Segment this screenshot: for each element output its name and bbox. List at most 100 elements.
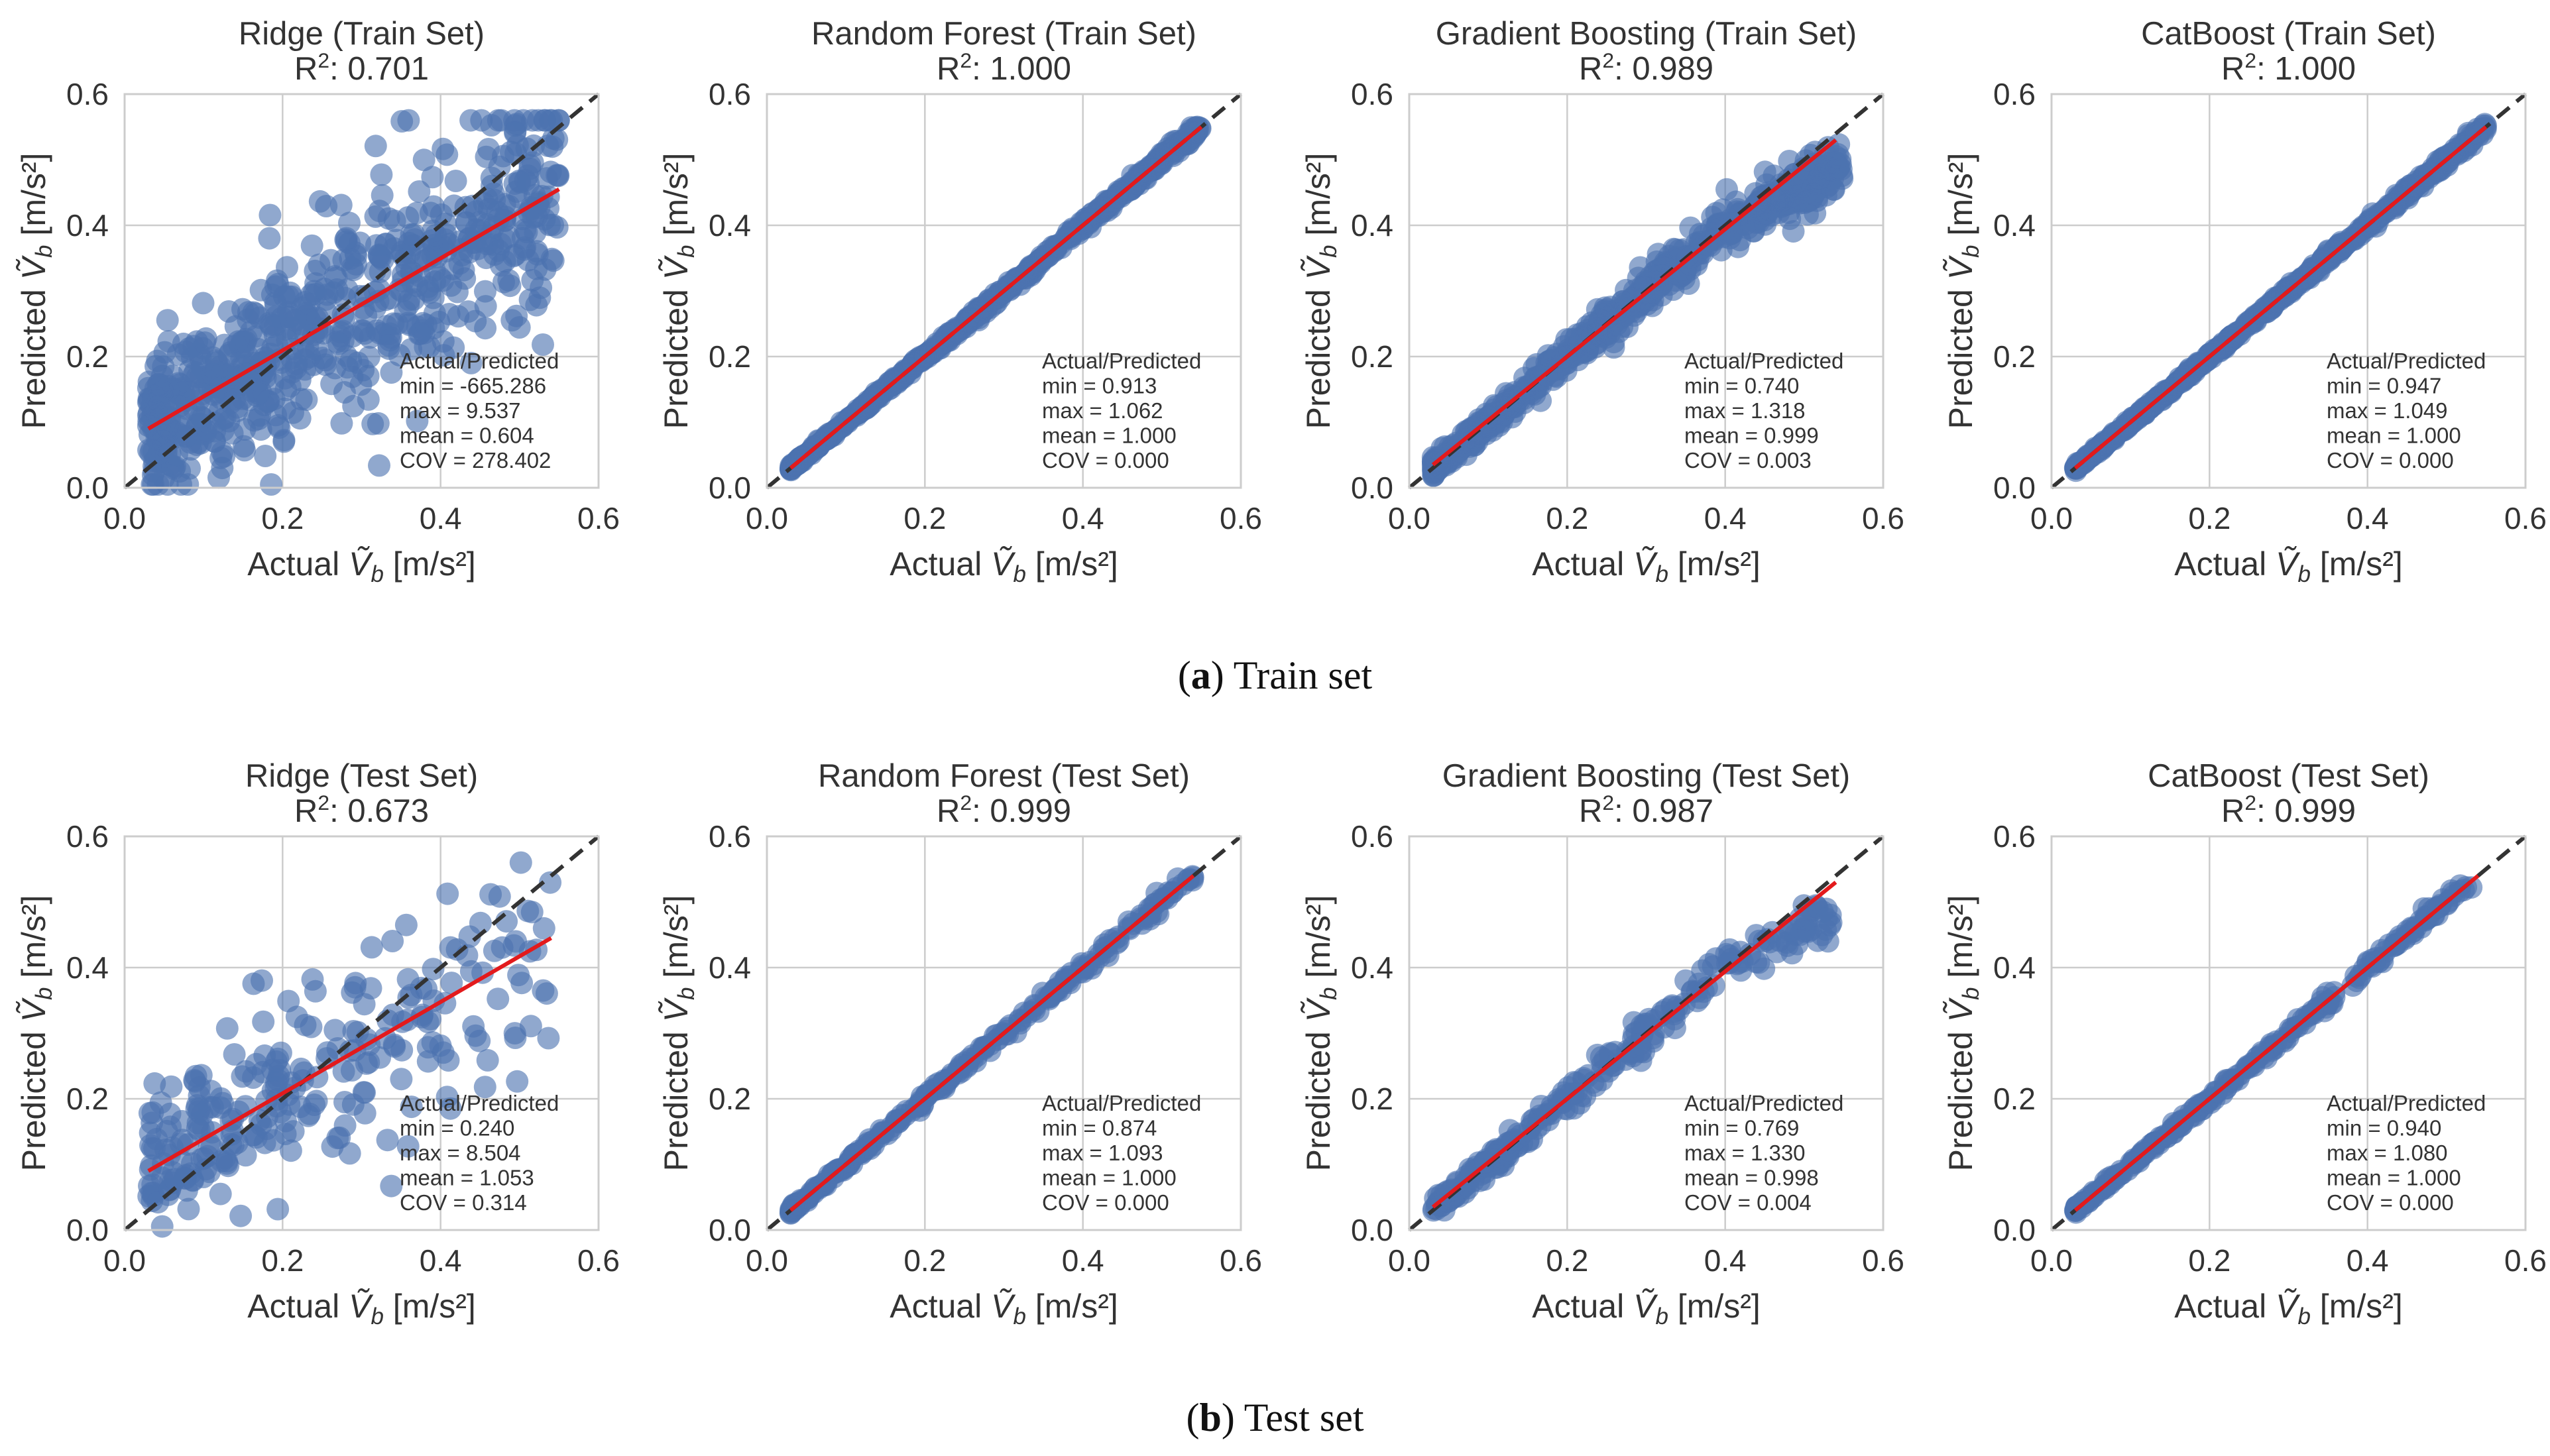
chart-subtitle: R2: 0.673 [294, 791, 429, 829]
data-point [459, 351, 483, 374]
data-point [327, 332, 350, 355]
data-point [369, 245, 392, 268]
x-tick-label: 0.4 [1704, 1243, 1747, 1278]
data-point [405, 201, 428, 225]
data-point [1817, 156, 1840, 180]
data-point [288, 407, 312, 430]
data-point [1698, 953, 1721, 976]
chart-subtitle: R2: 0.999 [937, 791, 1071, 829]
data-point [1529, 389, 1552, 412]
x-tick-label: 0.0 [103, 501, 146, 535]
y-axis-label: Predicted Ṽb [m/s²] [1300, 895, 1342, 1172]
data-point [1715, 178, 1738, 201]
data-point [499, 140, 522, 164]
data-point [370, 163, 393, 186]
data-point [323, 1019, 347, 1042]
stats-line: COV = 278.402 [400, 448, 551, 473]
x-axis-label: Actual Ṽb [m/s²] [247, 1288, 476, 1329]
data-point [215, 1017, 239, 1040]
x-tick-label: 0.6 [1220, 1243, 1262, 1278]
x-tick-label: 0.6 [577, 1243, 620, 1278]
y-tick-label: 0.6 [1993, 819, 2036, 854]
data-point [217, 300, 241, 323]
x-axis-label: Actual Ṽb [m/s²] [1532, 1288, 1761, 1329]
chart-title: CatBoost (Train Set) [2141, 16, 2436, 52]
x-tick-label: 0.2 [2188, 501, 2231, 535]
stats-line: COV = 0.000 [2327, 448, 2454, 473]
data-point [521, 268, 544, 292]
y-axis-label: Predicted Ṽb [m/s²] [1942, 153, 1984, 429]
x-tick-label: 0.2 [1546, 501, 1588, 535]
data-point [353, 1081, 376, 1104]
x-axis-label: Actual Ṽb [m/s²] [890, 1288, 1118, 1329]
stats-line: COV = 0.000 [2327, 1190, 2454, 1215]
data-point [503, 1022, 526, 1045]
x-axis-label: Actual Ṽb [m/s²] [1532, 545, 1761, 587]
data-point [408, 322, 432, 345]
stats-line: mean = 1.053 [400, 1166, 534, 1190]
y-tick-label: 0.2 [66, 1082, 109, 1116]
chart-title: Random Forest (Test Set) [818, 758, 1190, 794]
stats-line: min = 0.740 [1684, 374, 1799, 398]
caption-test-set: (b) Test set [1186, 1396, 1364, 1439]
data-point [143, 1072, 166, 1095]
chart-title: Random Forest (Train Set) [811, 16, 1196, 52]
data-point [333, 1091, 356, 1113]
data-point [165, 443, 188, 467]
data-point [491, 936, 514, 959]
data-point [137, 439, 160, 462]
y-tick-label: 0.6 [1351, 819, 1393, 854]
y-axis-label: Predicted Ṽb [m/s²] [658, 153, 699, 429]
x-tick-label: 0.0 [746, 501, 788, 535]
caption-letter-b: b [1199, 1396, 1222, 1439]
x-tick-label: 0.0 [2030, 501, 2073, 535]
chart-panel-7: 0.00.0 0.2 0.2 0.4 0.4 0.6 0.6 Actual/Predicted… [1300, 758, 1904, 1329]
data-point [247, 337, 270, 361]
data-point [252, 1010, 275, 1033]
y-tick-label: 0.4 [709, 950, 751, 985]
data-point [261, 1058, 284, 1082]
data-point [464, 309, 487, 333]
data-point [394, 300, 417, 323]
y-tick-label: 0.2 [709, 1082, 751, 1116]
data-point [1784, 187, 1808, 209]
data-point [522, 206, 545, 229]
x-tick-label: 0.4 [1704, 501, 1747, 535]
data-point [258, 227, 281, 250]
data-point [432, 137, 455, 160]
y-axis-label: Predicted Ṽb [m/s²] [15, 153, 57, 429]
stats-line: Actual/Predicted [2327, 349, 2486, 373]
data-point [177, 1198, 200, 1221]
y-tick-label: 0.0 [1351, 471, 1393, 505]
data-point [217, 410, 241, 433]
data-point [542, 213, 565, 237]
stats-line: max = 1.080 [2327, 1141, 2448, 1165]
data-point [290, 388, 313, 411]
chart-panel-3: 0.00.0 0.2 0.2 0.4 0.4 0.6 0.6 Actual/Predicted… [1300, 16, 1904, 587]
stats-line: mean = 0.999 [1684, 423, 1819, 448]
data-point [357, 1051, 380, 1074]
x-tick-label: 0.0 [746, 1243, 788, 1278]
x-axis-label: Actual Ṽb [m/s²] [890, 545, 1118, 587]
stats-line: min = 0.874 [1042, 1116, 1157, 1141]
y-axis-label: Predicted Ṽb [m/s²] [1300, 153, 1342, 429]
stats-line: max = 1.318 [1684, 398, 1806, 423]
caption-text-a: Train set [1233, 653, 1373, 697]
data-point [390, 1038, 414, 1062]
stats-line: COV = 0.314 [400, 1190, 527, 1215]
data-point [542, 249, 565, 272]
data-point [260, 473, 283, 496]
stats-line: mean = 1.000 [1042, 423, 1177, 448]
y-tick-label: 0.0 [66, 1213, 109, 1247]
data-point [334, 228, 357, 251]
data-point [1755, 203, 1778, 226]
y-tick-label: 0.2 [1351, 1082, 1393, 1116]
identity-line [123, 92, 600, 490]
data-point [223, 1043, 246, 1066]
stats-line: min = 0.240 [400, 1116, 514, 1141]
data-point [192, 1166, 215, 1188]
data-point [1815, 907, 1838, 930]
data-point [213, 333, 236, 357]
x-tick-label: 0.4 [2347, 501, 2389, 535]
